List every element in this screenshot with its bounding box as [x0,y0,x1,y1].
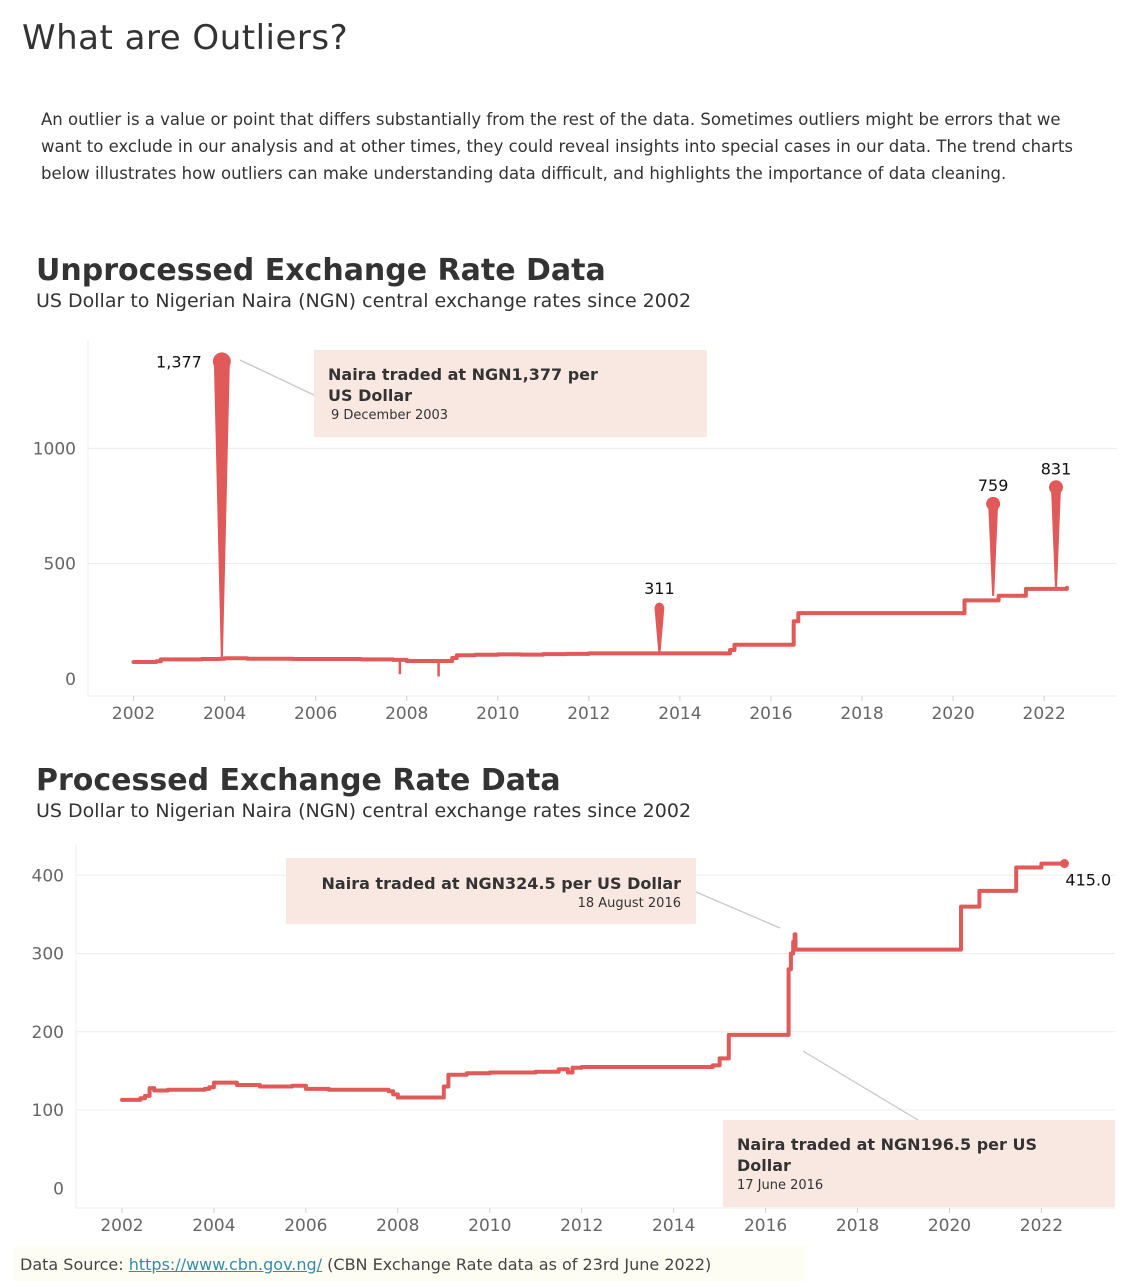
footer-prefix: Data Source: [20,1255,129,1274]
c2-x-tick-label: 2010 [468,1216,511,1236]
c1-series-line-0 [131,585,1069,664]
c2-x-tick-label: 2012 [560,1216,603,1236]
c2-y-tick-label: 400 [32,866,64,886]
c1-x-tick-label: 2006 [294,704,337,724]
c2-y-tick-label: 300 [32,945,64,965]
chart2-series: 415.0 [120,859,1111,1102]
c2-x-tick-label: 2020 [928,1216,971,1236]
c1-y-tick-label: 0 [65,670,76,690]
chart2-x-ticks: 2002 2004 2006 2008 2010 2012 2014 2016 2018 2020… [100,1208,1063,1236]
chart1-gridlines [87,340,1117,697]
chart2-annotation-top-box [286,858,696,924]
page-title: What are Outliers? [22,18,349,58]
c1-x-tick-label: 2018 [840,704,883,724]
intro-paragraph: An outlier is a value or point that diff… [41,110,1074,183]
chart2-annotation-bottom-title-line1: Naira traded at NGN196.5 per US [737,1135,1037,1154]
chart1-series [131,585,1069,664]
chart2-annotation-bottom: Naira traded at NGN196.5 per US Dollar 1… [723,1050,1115,1207]
spike-label-1: 311 [644,579,675,598]
c1-x-tick-label: 2012 [567,704,610,724]
chart2-subtitle: US Dollar to Nigerian Naira (NGN) centra… [36,800,692,822]
c2-x-tick-label: 2022 [1020,1216,1063,1236]
c2-x-tick-label: 2008 [376,1216,419,1236]
c2-y-tick-label: 0 [53,1179,64,1199]
chart2-annotation-bottom-box [723,1120,1115,1207]
chart1-annotation-connector [239,359,317,397]
c2-x-tick-label: 2002 [100,1216,143,1236]
chart2-annotation-bottom-title-line2: Dollar [737,1156,791,1175]
spike-dot-2 [986,496,1001,511]
chart1-x-ticks: 2002 2004 2006 2008 2010 2012 2014 2016 2018 2020… [112,696,1066,724]
chart2-y-ticks: 0 100 200 300 400 [32,866,64,1199]
data-source-footer: Data Source: https://www.cbn.gov.ng/ (CB… [14,1246,806,1281]
chart2-annotation-bottom-date: 17 June 2016 [737,1178,823,1193]
c2-series-line-0 [120,861,1067,1102]
chart2-end-dot [1059,859,1069,869]
chart1-y-ticks: 0 500 1000 [33,439,76,689]
chart2-annotation-top-date: 18 August 2016 [578,896,681,911]
chart1-title: Unprocessed Exchange Rate Data [36,253,606,288]
chart1-annotation-box [314,350,707,437]
c2-x-tick-label: 2016 [744,1216,787,1236]
spike-3 [1050,487,1061,589]
c1-x-tick-label: 2008 [385,704,428,724]
spike-dot-0 [212,352,231,371]
c1-x-tick-label: 2016 [749,704,792,724]
c2-x-tick-label: 2006 [284,1216,327,1236]
spike-dot-1 [654,602,664,612]
chart2-annotation-top-title: Naira traded at NGN324.5 per US Dollar [322,874,682,893]
c2-x-tick-label: 2004 [192,1216,235,1236]
chart1-annotation-title-line1: Naira traded at NGN1,377 per [328,365,598,384]
spike-2 [988,503,999,596]
chart1-annotation-title-line2: US Dollar [328,386,412,405]
chart2-annotation-bottom-connector [802,1050,919,1121]
data-source-link[interactable]: https://www.cbn.gov.ng/ [128,1255,323,1274]
chart2-end-label: 415.0 [1065,871,1111,890]
spike-1 [654,607,665,654]
c1-x-tick-label: 2022 [1023,704,1066,724]
c1-x-tick-label: 2002 [112,704,155,724]
chart1-annotation: Naira traded at NGN1,377 per US Dollar 9… [239,350,707,437]
c1-x-tick-label: 2020 [931,704,974,724]
spike-label-0: 1,377 [156,352,202,371]
c1-y-tick-label: 1000 [33,439,76,459]
spike-dot-3 [1048,480,1063,495]
chart1-spikes: 1,377 311 759 831 [156,352,1072,677]
c2-x-tick-label: 2018 [836,1216,879,1236]
chart1-subtitle: US Dollar to Nigerian Naira (NGN) centra… [36,290,692,312]
c1-x-tick-label: 2014 [658,704,701,724]
c1-x-tick-label: 2010 [476,704,519,724]
unprocessed-chart: 0 500 1000 2002 2004 2006 2008 2010 2012 2014 201… [33,340,1117,724]
c2-x-tick-label: 2014 [652,1216,695,1236]
spike-label-3: 831 [1041,459,1072,478]
chart2-title: Processed Exchange Rate Data [36,763,561,798]
spike-label-2: 759 [978,476,1009,495]
c2-y-tick-label: 100 [32,1101,64,1121]
c1-y-tick-label: 500 [44,555,76,575]
chart1-annotation-date: 9 December 2003 [331,408,448,423]
chart2-annotation-top: Naira traded at NGN324.5 per US Dollar 1… [286,858,781,929]
c1-x-tick-label: 2004 [203,704,246,724]
spike-0 [213,361,230,659]
c2-y-tick-label: 200 [32,1023,64,1043]
chart2-annotation-top-connector [695,891,781,929]
footer-suffix: (CBN Exchange Rate data as of 23rd June … [322,1255,712,1274]
